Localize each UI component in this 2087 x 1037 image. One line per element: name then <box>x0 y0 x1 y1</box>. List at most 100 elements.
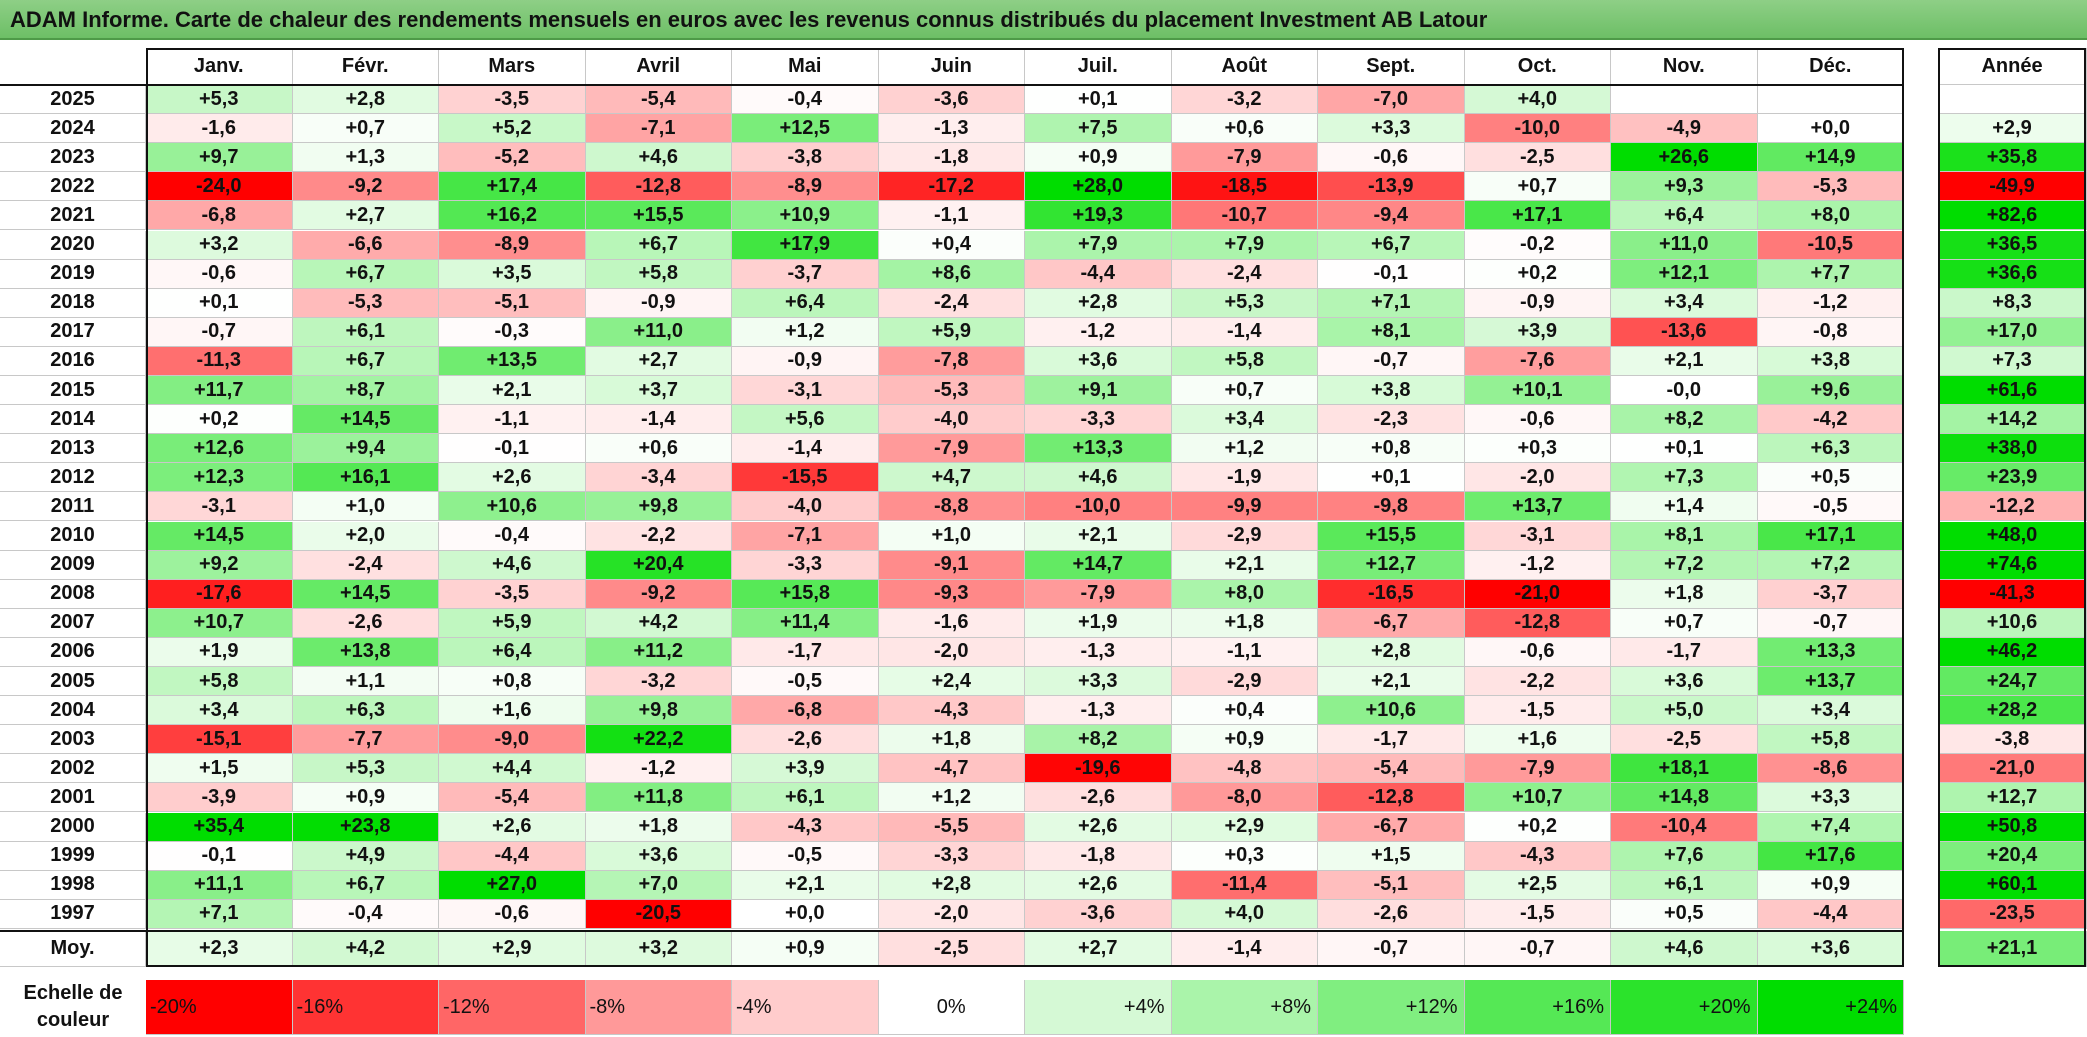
heat-cell: -0,7 <box>1318 346 1465 376</box>
heat-cell: -3,5 <box>439 85 586 115</box>
heat-cell: -2,6 <box>732 725 879 755</box>
annual-cell: +20,4 <box>1938 841 2087 871</box>
heat-cell: +2,7 <box>585 346 732 376</box>
annual-cell: -49,9 <box>1938 172 2087 202</box>
heat-cell: +0,9 <box>1757 870 1904 900</box>
heat-cell: -5,1 <box>439 288 586 318</box>
heat-cell: +22,2 <box>585 725 732 755</box>
heat-cell: -12,8 <box>1318 783 1465 813</box>
heat-cell: -8,9 <box>439 230 586 260</box>
annual-cell: +14,2 <box>1938 405 2087 435</box>
heat-cell: -18,5 <box>1171 172 1318 202</box>
heat-cell: +7,1 <box>146 899 293 929</box>
heat-cell: +2,6 <box>1025 870 1172 900</box>
annual-header: Année <box>1938 48 2087 85</box>
heat-cell: -7,1 <box>585 114 732 144</box>
average-cell: +2,9 <box>439 930 586 967</box>
heat-cell: -7,8 <box>878 346 1025 376</box>
heat-cell: +13,7 <box>1757 667 1904 697</box>
heat-cell: +4,7 <box>878 463 1025 493</box>
heat-cell: +2,5 <box>1464 870 1611 900</box>
heat-cell: -13,9 <box>1318 172 1465 202</box>
heat-cell: +15,8 <box>732 579 879 609</box>
month-header-2: Févr. <box>292 48 439 85</box>
heat-cell: -4,3 <box>878 696 1025 726</box>
heat-cell: +2,1 <box>439 376 586 406</box>
heat-cell: +20,4 <box>585 550 732 580</box>
average-cell: -2,5 <box>878 930 1025 967</box>
heat-cell: -2,9 <box>1171 521 1318 551</box>
annual-cell: +48,0 <box>1938 521 2087 551</box>
heat-cell: +14,9 <box>1757 143 1904 173</box>
heat-cell: +0,8 <box>439 667 586 697</box>
heat-cell: +10,7 <box>146 608 293 638</box>
heat-cell: +7,7 <box>1757 259 1904 289</box>
annual-cell: +36,5 <box>1938 230 2087 260</box>
heat-cell: +0,9 <box>292 783 439 813</box>
heat-cell: -8,6 <box>1757 754 1904 784</box>
heat-cell: -5,5 <box>878 812 1025 842</box>
heat-cell: -10,0 <box>1464 114 1611 144</box>
heat-cell: +3,7 <box>585 376 732 406</box>
heat-cell: -6,8 <box>146 201 293 231</box>
color-scale-step: -8% <box>585 980 732 1035</box>
heat-cell: +9,1 <box>1025 376 1172 406</box>
year-label-2004: 2004 <box>0 696 146 726</box>
heat-cell: +8,6 <box>878 259 1025 289</box>
heat-cell: +5,9 <box>439 608 586 638</box>
heat-cell: +10,1 <box>1464 376 1611 406</box>
heat-cell: +0,1 <box>1611 434 1758 464</box>
heat-cell: -1,4 <box>1171 317 1318 347</box>
heat-cell: -3,7 <box>1757 579 1904 609</box>
heat-cell: +28,0 <box>1025 172 1172 202</box>
heat-cell: +2,6 <box>439 812 586 842</box>
year-label-2025: 2025 <box>0 85 146 115</box>
heat-cell: +5,2 <box>439 114 586 144</box>
annual-cell: +46,2 <box>1938 637 2087 667</box>
heat-cell: -2,4 <box>1171 259 1318 289</box>
heat-cell: +23,8 <box>292 812 439 842</box>
heat-cell: +0,4 <box>1171 696 1318 726</box>
annual-cell: +74,6 <box>1938 550 2087 580</box>
heat-cell: +35,4 <box>146 812 293 842</box>
color-scale-step: +16% <box>1464 980 1611 1035</box>
heat-cell: +2,1 <box>1611 346 1758 376</box>
heat-cell: +0,5 <box>1611 899 1758 929</box>
heat-cell: +6,3 <box>292 696 439 726</box>
heat-cell: -1,3 <box>1025 696 1172 726</box>
heat-cell: -15,5 <box>732 463 879 493</box>
year-label-1999: 1999 <box>0 841 146 871</box>
year-label-2020: 2020 <box>0 230 146 260</box>
heat-cell: -0,0 <box>1611 376 1758 406</box>
heat-cell: -5,4 <box>585 85 732 115</box>
heat-cell: -20,5 <box>585 899 732 929</box>
month-header-4: Avril <box>585 48 732 85</box>
heat-cell: -2,0 <box>878 637 1025 667</box>
average-label: Moy. <box>0 930 146 967</box>
heat-cell: -1,7 <box>1611 637 1758 667</box>
month-header-7: Juil. <box>1025 48 1172 85</box>
heat-cell: -16,5 <box>1318 579 1465 609</box>
annual-cell: -3,8 <box>1938 725 2087 755</box>
heat-cell: -1,1 <box>878 201 1025 231</box>
average-cell: -1,4 <box>1171 930 1318 967</box>
heat-cell: -4,4 <box>439 841 586 871</box>
heat-cell: -2,2 <box>585 521 732 551</box>
heat-cell: -0,6 <box>1464 637 1611 667</box>
heat-cell: +8,1 <box>1611 521 1758 551</box>
heat-cell: -7,1 <box>732 521 879 551</box>
heat-cell: +1,6 <box>1464 725 1611 755</box>
annual-cell: +36,6 <box>1938 259 2087 289</box>
heat-cell: -5,3 <box>1757 172 1904 202</box>
heat-cell: -5,4 <box>1318 754 1465 784</box>
year-label-2022: 2022 <box>0 172 146 202</box>
heat-cell: -7,9 <box>1171 143 1318 173</box>
year-label-2003: 2003 <box>0 725 146 755</box>
heat-cell: -4,4 <box>1025 259 1172 289</box>
heat-cell: +7,1 <box>1318 288 1465 318</box>
heat-cell: +1,8 <box>878 725 1025 755</box>
heat-cell: -6,6 <box>292 230 439 260</box>
color-scale-step: +12% <box>1318 980 1465 1035</box>
heat-cell: -1,1 <box>1171 637 1318 667</box>
heat-cell: +15,5 <box>585 201 732 231</box>
